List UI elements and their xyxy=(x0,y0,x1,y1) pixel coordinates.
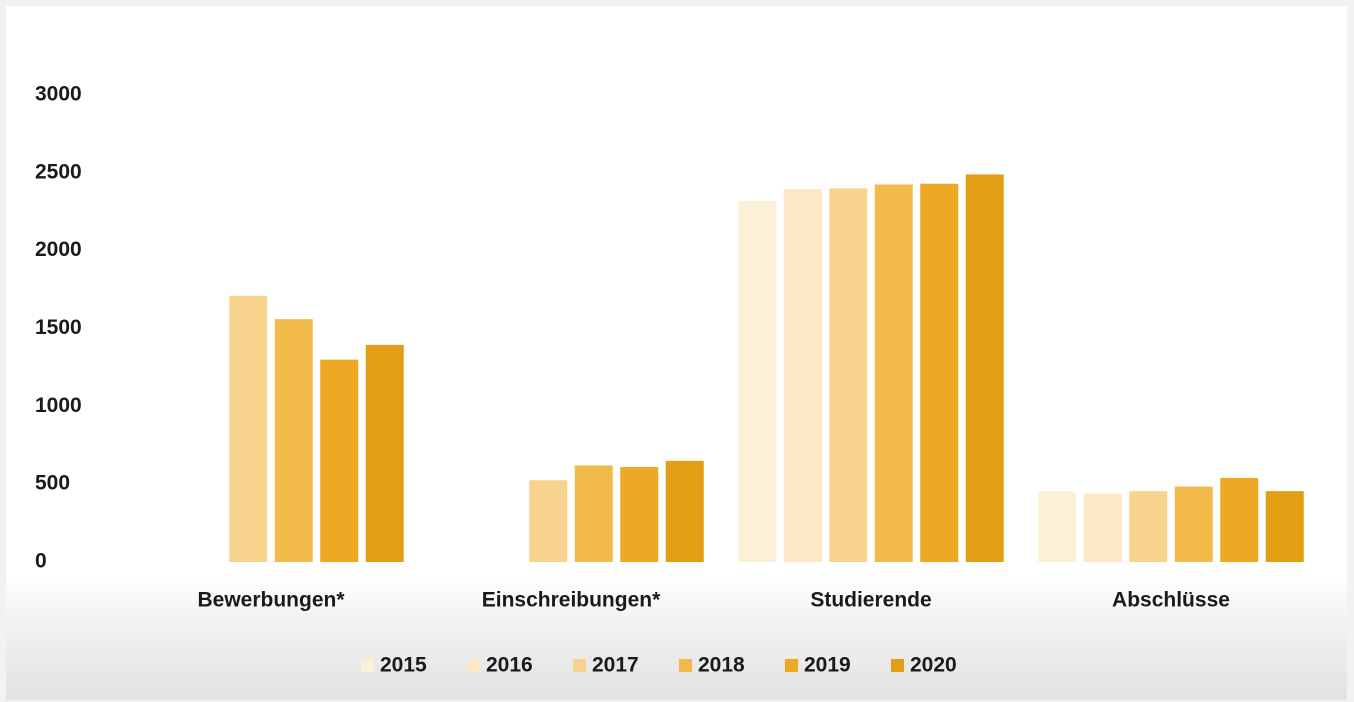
legend-label: 2016 xyxy=(486,654,533,677)
bar xyxy=(1129,491,1168,562)
y-tick-label: 3000 xyxy=(35,83,82,106)
legend-swatch xyxy=(679,659,692,672)
y-tick-label: 1500 xyxy=(35,316,82,339)
bar xyxy=(574,465,613,562)
y-tick-label: 1000 xyxy=(35,394,82,417)
legend-swatch xyxy=(573,659,586,672)
legend-swatch xyxy=(467,659,480,672)
bar xyxy=(229,295,268,562)
legend-label: 2017 xyxy=(592,654,639,677)
bar xyxy=(1038,491,1077,562)
legend-swatch xyxy=(785,659,798,672)
bar xyxy=(320,359,359,562)
bar xyxy=(1265,491,1304,562)
bar xyxy=(529,480,568,562)
legend-label: 2018 xyxy=(698,654,745,677)
bar xyxy=(1083,493,1122,562)
bar xyxy=(829,188,868,562)
x-tick-label: Studierende xyxy=(810,589,931,612)
legend-swatch xyxy=(891,659,904,672)
bar xyxy=(365,344,404,562)
legend-label: 2015 xyxy=(380,654,427,677)
bar xyxy=(1174,486,1213,562)
bar xyxy=(665,460,704,562)
x-tick-label: Einschreibungen* xyxy=(482,589,661,612)
x-tick-label: Bewerbungen* xyxy=(197,589,345,612)
legend-label: 2020 xyxy=(910,654,957,677)
y-tick-label: 2500 xyxy=(35,160,82,183)
bar xyxy=(620,467,659,562)
y-tick-label: 500 xyxy=(35,472,70,495)
bar xyxy=(920,183,959,563)
legend-swatch xyxy=(361,659,374,672)
bar xyxy=(783,189,822,562)
legend-label: 2019 xyxy=(804,654,851,677)
bar xyxy=(1220,477,1259,562)
bar xyxy=(965,174,1004,562)
bar xyxy=(274,319,313,562)
x-tick-label: Abschlüsse xyxy=(1112,589,1230,612)
bar xyxy=(874,184,913,562)
y-tick-label: 0 xyxy=(35,550,47,573)
bar xyxy=(738,200,777,562)
y-tick-label: 2000 xyxy=(35,238,82,261)
